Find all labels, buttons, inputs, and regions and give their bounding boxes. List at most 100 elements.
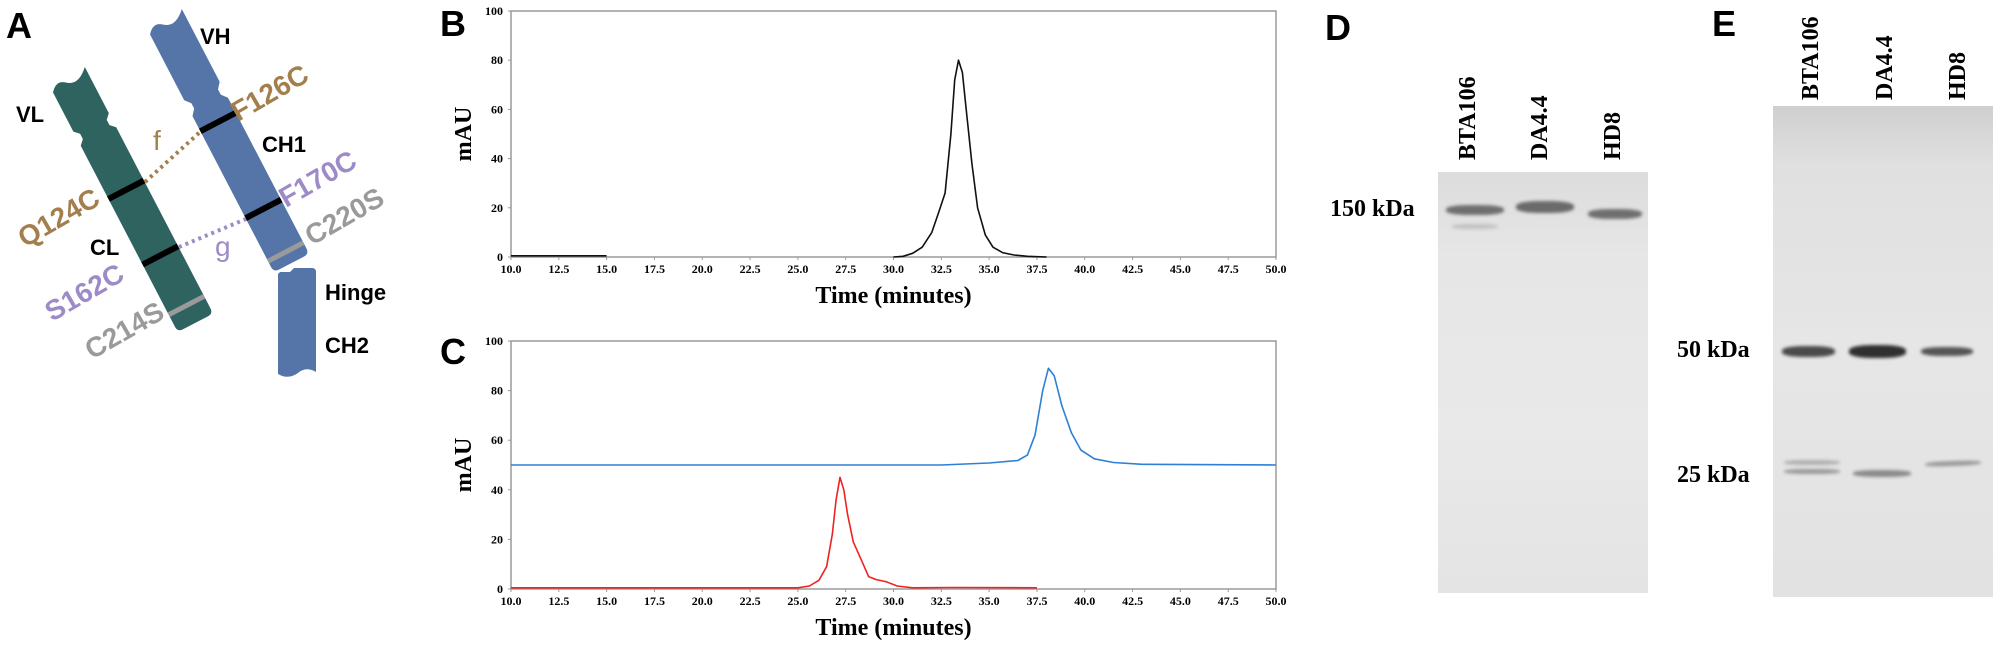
x-axis-label: Time (minutes) (815, 283, 971, 309)
gel-e-lane-label: HD8 (1945, 52, 1971, 100)
light-chain-shape (53, 66, 212, 331)
label-vl: VL (16, 102, 44, 127)
gel-band (1452, 224, 1498, 229)
gel-band (1784, 460, 1840, 465)
gel-band (1516, 201, 1574, 213)
x-tick-label: 32.5 (931, 594, 952, 608)
label-pair-g: g (215, 231, 231, 262)
series-line-1 (893, 59, 1047, 258)
y-axis-label: mAU (451, 107, 477, 162)
x-tick-label: 25.0 (787, 594, 808, 608)
x-tick-label: 40.0 (1074, 262, 1095, 276)
panel-label-a: A (6, 5, 32, 46)
x-tick-label: 37.5 (1026, 594, 1047, 608)
pair-g-dotted-line (178, 217, 247, 249)
x-tick-label: 15.0 (596, 594, 617, 608)
label-vh: VH (200, 24, 231, 49)
label-ch2: CH2 (325, 333, 369, 358)
x-tick-label: 40.0 (1074, 594, 1095, 608)
q124c-site-marker (107, 177, 146, 202)
x-tick-label: 45.0 (1170, 594, 1191, 608)
gel-e-marker-25kda: 25 kDa (1677, 462, 1750, 488)
pair-f-dotted-line (143, 130, 202, 184)
y-tick-label: 20 (491, 201, 503, 215)
light-chain (53, 66, 212, 331)
x-tick-label: 25.0 (787, 262, 808, 276)
gel-band (1446, 205, 1504, 215)
label-pair-f: f (153, 125, 161, 156)
gel-band (1924, 460, 1982, 467)
x-tick-label: 20.0 (692, 262, 713, 276)
x-tick-label: 37.5 (1026, 262, 1047, 276)
gel-d-lane-label: HD8 (1600, 112, 1626, 160)
panel-label-c: C (440, 331, 466, 372)
y-tick-label: 80 (491, 384, 503, 398)
gel-e-image (1773, 106, 1993, 597)
x-tick-label: 22.5 (740, 262, 761, 276)
x-tick-label: 45.0 (1170, 262, 1191, 276)
x-tick-label: 50.0 (1266, 594, 1287, 608)
y-tick-label: 60 (491, 102, 503, 116)
antibody-schematic: VH VL CH1 CL Hinge CH2 F126C Q124C F170C… (13, 8, 389, 377)
panel-label-d: D (1325, 7, 1351, 48)
label-ch1: CH1 (262, 132, 306, 157)
x-tick-label: 15.0 (596, 262, 617, 276)
gel-band (1853, 470, 1911, 477)
x-tick-label: 35.0 (979, 262, 1000, 276)
gel-band (1849, 345, 1906, 358)
gel-d-lane-label: DA4.4 (1527, 95, 1553, 160)
panel-label-b: B (440, 3, 466, 44)
s162c-site-marker (141, 243, 180, 268)
gel-d-image (1438, 172, 1648, 593)
x-tick-label: 27.5 (835, 594, 856, 608)
x-tick-label: 10.0 (501, 594, 522, 608)
x-tick-label: 42.5 (1122, 262, 1143, 276)
gel-e-marker-50kda: 50 kDa (1677, 337, 1750, 363)
gel-band (1784, 469, 1840, 474)
x-tick-label: 17.5 (644, 262, 665, 276)
hinge-ch2-shape (278, 268, 316, 377)
f170c-site-marker (244, 197, 283, 221)
y-tick-label: 60 (491, 433, 503, 447)
gel-d-lane-label: BTA106 (1455, 76, 1481, 160)
y-tick-label: 20 (491, 532, 503, 546)
chart-c: 0 20 40 60 80 100 10.0 12.5 15.0 17.5 20.0 22.5 25.0… (451, 334, 1287, 641)
label-cl: CL (90, 235, 119, 260)
x-tick-label: 47.5 (1218, 594, 1239, 608)
chart-b: 0 20 40 60 80 100 10.0 12.5 15.0 17.5 20.0 22.5 25.0… (451, 4, 1287, 309)
x-tick-label: 47.5 (1218, 262, 1239, 276)
x-tick-label: 50.0 (1266, 262, 1287, 276)
x-tick-label: 35.0 (979, 594, 1000, 608)
x-tick-label: 42.5 (1122, 594, 1143, 608)
y-tick-label: 80 (491, 53, 503, 67)
y-tick-label: 0 (497, 250, 503, 264)
c214s-site-marker (167, 294, 206, 317)
x-tick-label: 27.5 (835, 262, 856, 276)
y-tick-label: 40 (491, 152, 503, 166)
panel-label-e: E (1712, 3, 1737, 44)
x-tick-label: 22.5 (740, 594, 761, 608)
x-tick-label: 30.0 (883, 262, 904, 276)
gel-band (1588, 209, 1642, 219)
gel-band (1921, 347, 1973, 356)
series-line-0 (511, 367, 1277, 466)
series-line-1 (511, 476, 1037, 589)
x-tick-label: 10.0 (501, 262, 522, 276)
plot-frame (510, 10, 1277, 258)
label-hinge: Hinge (325, 280, 386, 305)
x-tick-label: 12.5 (548, 594, 569, 608)
x-tick-label: 17.5 (644, 594, 665, 608)
x-tick-label: 32.5 (931, 262, 952, 276)
f126c-site-marker (198, 110, 238, 134)
c220s-site-marker (266, 240, 305, 264)
gel-e-lane-label: BTA106 (1798, 16, 1824, 100)
x-tick-label: 12.5 (548, 262, 569, 276)
x-axis-label: Time (minutes) (815, 615, 971, 641)
y-tick-label: 100 (485, 334, 503, 348)
x-tick-label: 30.0 (883, 594, 904, 608)
gel-band (1782, 346, 1835, 357)
y-axis-label: mAU (451, 438, 477, 493)
y-tick-label: 100 (485, 4, 503, 18)
heavy-chain-fab (150, 8, 308, 271)
